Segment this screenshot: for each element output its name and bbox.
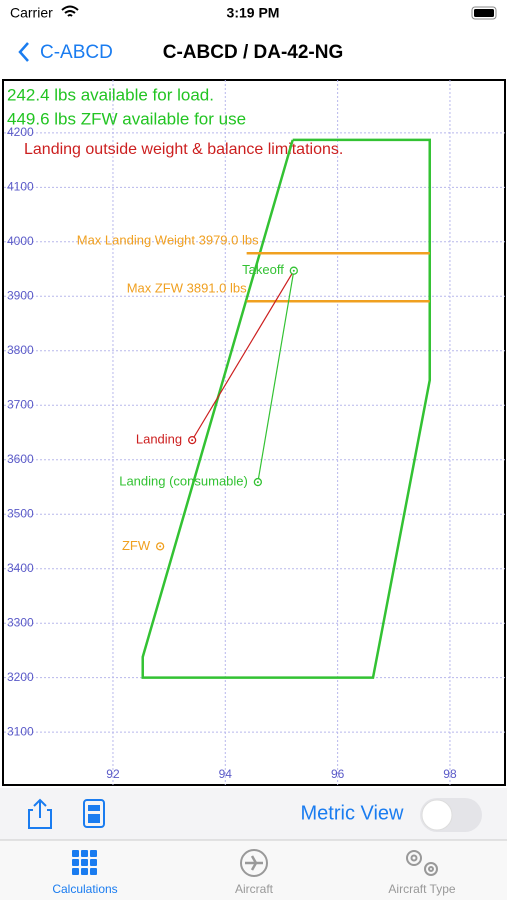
point-label: Takeoff xyxy=(242,262,284,277)
y-tick-label: 3400 xyxy=(7,561,34,575)
status-note: 449.6 lbs ZFW available for use xyxy=(7,109,246,128)
wifi-icon xyxy=(61,5,79,17)
point-label: Landing xyxy=(136,432,182,447)
cg-point-dot xyxy=(256,481,259,484)
share-button[interactable] xyxy=(28,798,52,829)
y-tick-label: 3700 xyxy=(7,397,34,411)
y-tick-label: 3800 xyxy=(7,343,34,357)
limit-label: Max Landing Weight 3979.0 lbs xyxy=(77,233,259,248)
battery-level xyxy=(474,9,494,17)
y-tick-label: 3100 xyxy=(7,724,34,738)
carrier: Carrier xyxy=(10,5,53,21)
point-label: Landing (consumable) xyxy=(119,474,248,489)
chart: 3100 3200 3300 3400 3500 3600 3700 3800 3900 4000… xyxy=(4,80,505,785)
aircraft-type-icon[interactable] xyxy=(406,850,438,876)
back-chevron[interactable] xyxy=(18,42,29,62)
y-tick-label: 3500 xyxy=(7,506,34,520)
limit-label: Max ZFW 3891.0 lbs xyxy=(127,281,247,296)
nav-title: C-ABCD / DA-42-NG xyxy=(163,42,344,63)
x-tick-label: 92 xyxy=(106,767,120,781)
calculator-button[interactable] xyxy=(83,799,105,828)
y-tick-label: 3600 xyxy=(7,452,34,466)
cg-point-dot xyxy=(191,439,194,442)
y-tick-label: 4200 xyxy=(7,125,34,139)
x-tick-label: 96 xyxy=(331,767,345,781)
time: 3:19 PM xyxy=(227,5,280,21)
tab-label[interactable]: Aircraft xyxy=(235,882,274,896)
y-tick-label: 3200 xyxy=(7,670,34,684)
tab-label[interactable]: Aircraft Type xyxy=(388,882,455,896)
x-tick-label: 98 xyxy=(443,767,457,781)
chart-frame xyxy=(2,79,506,786)
status-note: 242.4 lbs available for load. xyxy=(7,85,214,104)
metric-view-label: Metric View xyxy=(301,802,405,824)
toggle-knob xyxy=(421,799,453,831)
aircraft-icon[interactable] xyxy=(240,849,268,877)
y-tick-label: 4100 xyxy=(7,180,34,194)
battery xyxy=(471,6,497,20)
x-tick-label: 94 xyxy=(219,767,233,781)
point-label: ZFW xyxy=(122,538,151,553)
tab-label[interactable]: Calculations xyxy=(52,882,117,896)
y-tick-label: 3900 xyxy=(7,288,34,302)
calculations-icon[interactable] xyxy=(72,850,97,875)
back-button[interactable]: C-ABCD xyxy=(40,42,113,63)
status-note: Landing outside weight & balance limitat… xyxy=(24,141,343,158)
envelope xyxy=(141,138,431,679)
cg-point-dot xyxy=(159,545,162,548)
y-tick-label: 4000 xyxy=(7,234,34,248)
trajectory xyxy=(257,270,295,483)
cg-point-dot xyxy=(292,269,295,272)
y-tick-label: 3300 xyxy=(7,615,34,629)
trajectory xyxy=(191,270,295,441)
